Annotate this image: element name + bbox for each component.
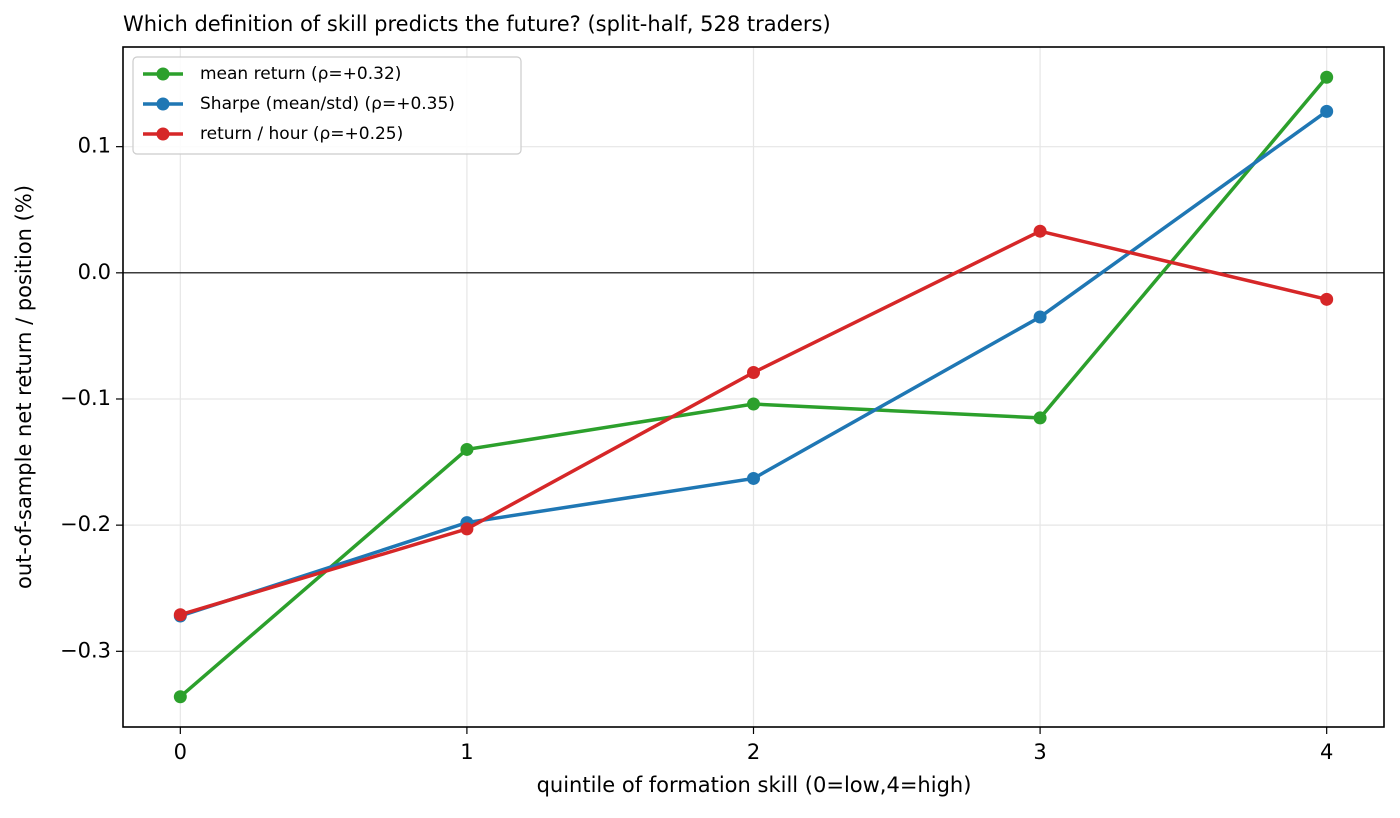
y-tick-label: −0.1 xyxy=(60,386,111,410)
data-point xyxy=(1033,411,1047,425)
x-tick-label: 0 xyxy=(174,740,187,764)
y-axis-label: out-of-sample net return / position (%) xyxy=(12,185,36,589)
x-tick-label: 4 xyxy=(1320,740,1333,764)
data-point xyxy=(747,397,760,411)
data-point xyxy=(747,471,760,485)
data-point xyxy=(1033,224,1047,238)
data-point xyxy=(460,522,474,536)
y-tick-label: 0.0 xyxy=(78,260,111,284)
legend-label: return / hour (ρ=+0.25) xyxy=(200,124,403,144)
legend-label: Sharpe (mean/std) (ρ=+0.35) xyxy=(200,94,455,114)
legend-label: mean return (ρ=+0.32) xyxy=(200,64,401,84)
x-axis-label: quintile of formation skill (0=low,4=hig… xyxy=(537,773,972,797)
data-point xyxy=(1033,310,1047,324)
data-point xyxy=(173,608,187,622)
chart-title: Which definition of skill predicts the f… xyxy=(123,12,831,36)
data-point xyxy=(747,365,760,379)
data-point xyxy=(1320,104,1334,118)
data-point xyxy=(1320,292,1334,306)
x-tick-label: 3 xyxy=(1033,740,1046,764)
plot-frame xyxy=(122,46,1385,728)
data-point xyxy=(460,442,474,456)
data-point xyxy=(1320,70,1334,84)
y-tick-label: −0.2 xyxy=(60,512,111,536)
legend-marker xyxy=(156,127,170,141)
legend-marker xyxy=(156,97,170,111)
y-tick-label: −0.3 xyxy=(60,638,111,662)
x-tick-label: 1 xyxy=(460,740,473,764)
legend-marker xyxy=(156,67,170,81)
x-tick-label: 2 xyxy=(747,740,760,764)
data-point xyxy=(173,690,187,704)
legend-box xyxy=(132,56,522,155)
y-tick-label: 0.1 xyxy=(78,134,111,158)
